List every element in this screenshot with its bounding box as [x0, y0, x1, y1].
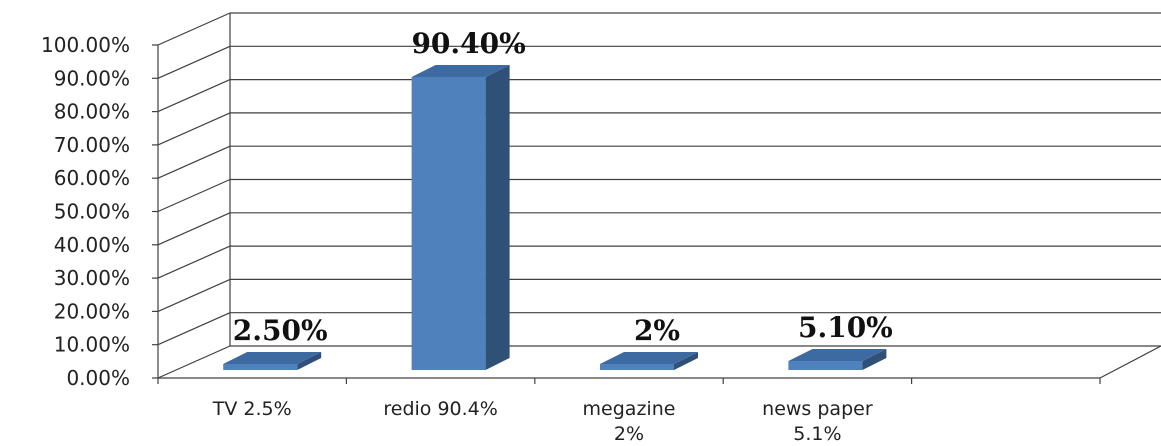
bar-side [297, 352, 322, 370]
gridline-diagonal [157, 178, 231, 213]
data-label: 2.50% [233, 314, 328, 347]
x-category-label: megazine [583, 398, 676, 420]
x-category-label: news paper [762, 398, 873, 420]
data-label: 5.10% [798, 311, 893, 344]
y-tick-label: 70.00% [54, 133, 130, 157]
y-tick-label: 0.00% [66, 366, 130, 390]
gridline-diagonal [157, 345, 231, 379]
bar [600, 364, 674, 370]
gridlines [157, 12, 1161, 379]
gridline-diagonal [157, 45, 231, 79]
gridline-diagonal [157, 245, 231, 279]
y-tick-label: 80.00% [54, 100, 130, 124]
gridline-diagonal [157, 12, 231, 46]
bar-top [600, 352, 698, 364]
data-label: 2% [634, 314, 680, 347]
y-tick-label: 10.00% [54, 333, 130, 357]
bar-top [411, 64, 510, 77]
gridline-diagonal [157, 312, 231, 346]
bar-side [485, 64, 510, 370]
labels: 0.00% 10.00% 20.00% 30.00% 40.00% 50.00% 60.00… [41, 27, 893, 445]
y-tick-label: 90.00% [54, 66, 130, 90]
bar-side [674, 352, 698, 370]
bar-top [223, 352, 322, 364]
bar-side [862, 349, 887, 370]
x-category-label: TV 2.5% [212, 398, 292, 420]
gridline-diagonal [157, 79, 231, 113]
x-category-label: 2% [614, 423, 644, 445]
y-tick-label: 100.00% [41, 33, 130, 57]
floor-right-edge [1099, 345, 1161, 379]
y-tick-label: 20.00% [54, 299, 130, 323]
y-tick-label: 40.00% [54, 233, 130, 257]
y-tick-label: 30.00% [54, 266, 130, 290]
gridline-diagonal [157, 145, 231, 179]
gridline-diagonal [157, 212, 231, 246]
x-category-label: 5.1% [793, 423, 841, 445]
bar [788, 361, 863, 370]
bar [223, 364, 298, 370]
bars [223, 64, 887, 370]
gridline-diagonal [157, 112, 231, 146]
bar [411, 76, 486, 370]
y-tick-label: 60.00% [54, 166, 130, 190]
gridline-diagonal [157, 278, 231, 312]
y-tick-label: 50.00% [54, 200, 130, 224]
x-category-label: redio 90.4% [383, 398, 497, 420]
data-label: 90.40% [411, 27, 525, 60]
bar-top [788, 349, 887, 362]
axes [152, 44, 1161, 384]
